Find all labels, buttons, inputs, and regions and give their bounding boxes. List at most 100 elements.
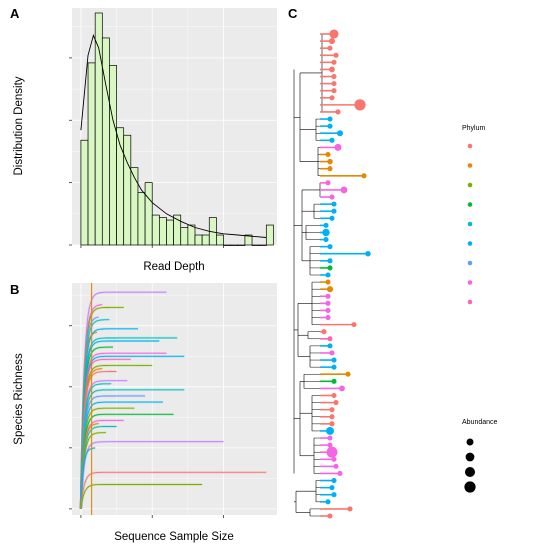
tip-point: [329, 66, 335, 73]
tip-point: [325, 314, 331, 321]
tip-point: [331, 88, 337, 94]
tip-point: [327, 513, 333, 519]
tip-point: [323, 237, 329, 243]
tip-point: [333, 52, 339, 58]
tree-tips: [320, 29, 371, 519]
histogram-bar: [180, 227, 189, 246]
histogram-bar: [244, 234, 253, 246]
tip-point: [331, 73, 337, 80]
abundance-legend: Abundance: [462, 419, 498, 493]
tip-point: [329, 95, 335, 101]
tip-point: [339, 385, 345, 392]
tip-point: [326, 426, 334, 435]
tip-point: [321, 329, 327, 335]
tip-point: [327, 116, 333, 122]
tip-point: [345, 371, 351, 377]
tip-point: [351, 322, 357, 328]
tree-branches: [293, 33, 323, 517]
tip-point: [329, 137, 335, 143]
histogram-bar: [80, 139, 89, 246]
tip-point: [336, 130, 344, 137]
tip-point: [365, 251, 371, 257]
phylogenetic-tree-panel: Phylum Abundance: [293, 29, 498, 519]
tip-point: [329, 414, 335, 420]
tip-point: [327, 435, 333, 441]
tip-point: [340, 186, 348, 194]
histogram-bar: [258, 244, 267, 246]
tip-point: [334, 143, 342, 151]
tip-point: [331, 201, 337, 207]
tip-point: [329, 29, 339, 39]
phylum-legend-swatch: [467, 163, 473, 168]
tip-point: [327, 166, 333, 172]
histogram-bar: [144, 182, 153, 246]
tip-point: [325, 300, 331, 306]
tip-point: [331, 81, 337, 87]
tip-point: [327, 343, 333, 349]
phylum-legend-swatch: [467, 280, 473, 285]
histogram-bar: [230, 244, 239, 246]
tip-point: [331, 492, 337, 498]
histogram-bar: [130, 167, 139, 246]
tip-point: [322, 228, 330, 237]
histogram-bar: [187, 224, 196, 246]
tip-point: [331, 456, 337, 462]
histogram-bar: [109, 65, 117, 246]
tip-point: [354, 99, 366, 111]
rarefaction-y-ticks: [69, 325, 72, 510]
abundance-legend-dot: [464, 466, 476, 478]
tip-point: [327, 442, 333, 448]
phylum-legend-swatch: [467, 202, 473, 207]
abundance-legend-dot: [464, 481, 476, 493]
tip-point: [328, 38, 336, 45]
phylum-legend-swatch: [467, 182, 473, 188]
tip-point: [331, 478, 337, 484]
tip-point: [327, 265, 333, 271]
tip-point: [329, 421, 335, 427]
panel-label-b: B: [10, 282, 19, 297]
histogram-y-label: Distribution Density: [13, 76, 25, 175]
rarefaction-grid: [72, 283, 277, 515]
tip-point: [329, 407, 335, 413]
histogram-bar: [194, 234, 203, 246]
abundance-legend-dot: [466, 438, 474, 446]
rarefaction-curve: [80, 471, 267, 509]
tip-point: [327, 45, 333, 51]
rarefaction-y-label: Species Richness: [13, 353, 25, 445]
tip-point: [333, 400, 339, 406]
tip-point: [327, 336, 333, 342]
tip-point: [325, 293, 331, 299]
tip-point: [327, 244, 333, 250]
tip-point: [333, 463, 339, 469]
tip-point: [337, 470, 343, 477]
histogram-bar: [87, 62, 96, 246]
tip-point: [327, 123, 333, 129]
rarefaction-curve: [80, 484, 203, 509]
rarefaction-x-ticks: [80, 515, 224, 518]
tip-point: [335, 109, 341, 115]
tip-point: [325, 180, 331, 186]
phylum-legend-swatch: [467, 221, 473, 227]
tip-point: [331, 378, 337, 384]
phylum-legend-swatch: [467, 260, 473, 266]
tip-point: [329, 215, 335, 221]
tip-point: [331, 59, 337, 65]
histogram-bar: [223, 244, 232, 246]
histogram-panel: Read Depth Distribution Density: [13, 8, 277, 273]
tip-point: [323, 222, 329, 228]
histogram-bar: [151, 214, 160, 246]
phylum-legend-swatch: [467, 143, 473, 149]
tip-point: [361, 173, 367, 179]
tip-point: [331, 392, 337, 399]
histogram-bar: [201, 234, 210, 246]
tip-point: [331, 357, 337, 363]
tip-point: [327, 258, 333, 264]
histogram-bar: [101, 37, 110, 246]
histogram-bars: [80, 12, 274, 246]
tip-point: [325, 307, 331, 313]
tip-point: [325, 272, 331, 278]
tip-point: [331, 208, 337, 214]
histogram-x-ticks: [80, 245, 224, 248]
